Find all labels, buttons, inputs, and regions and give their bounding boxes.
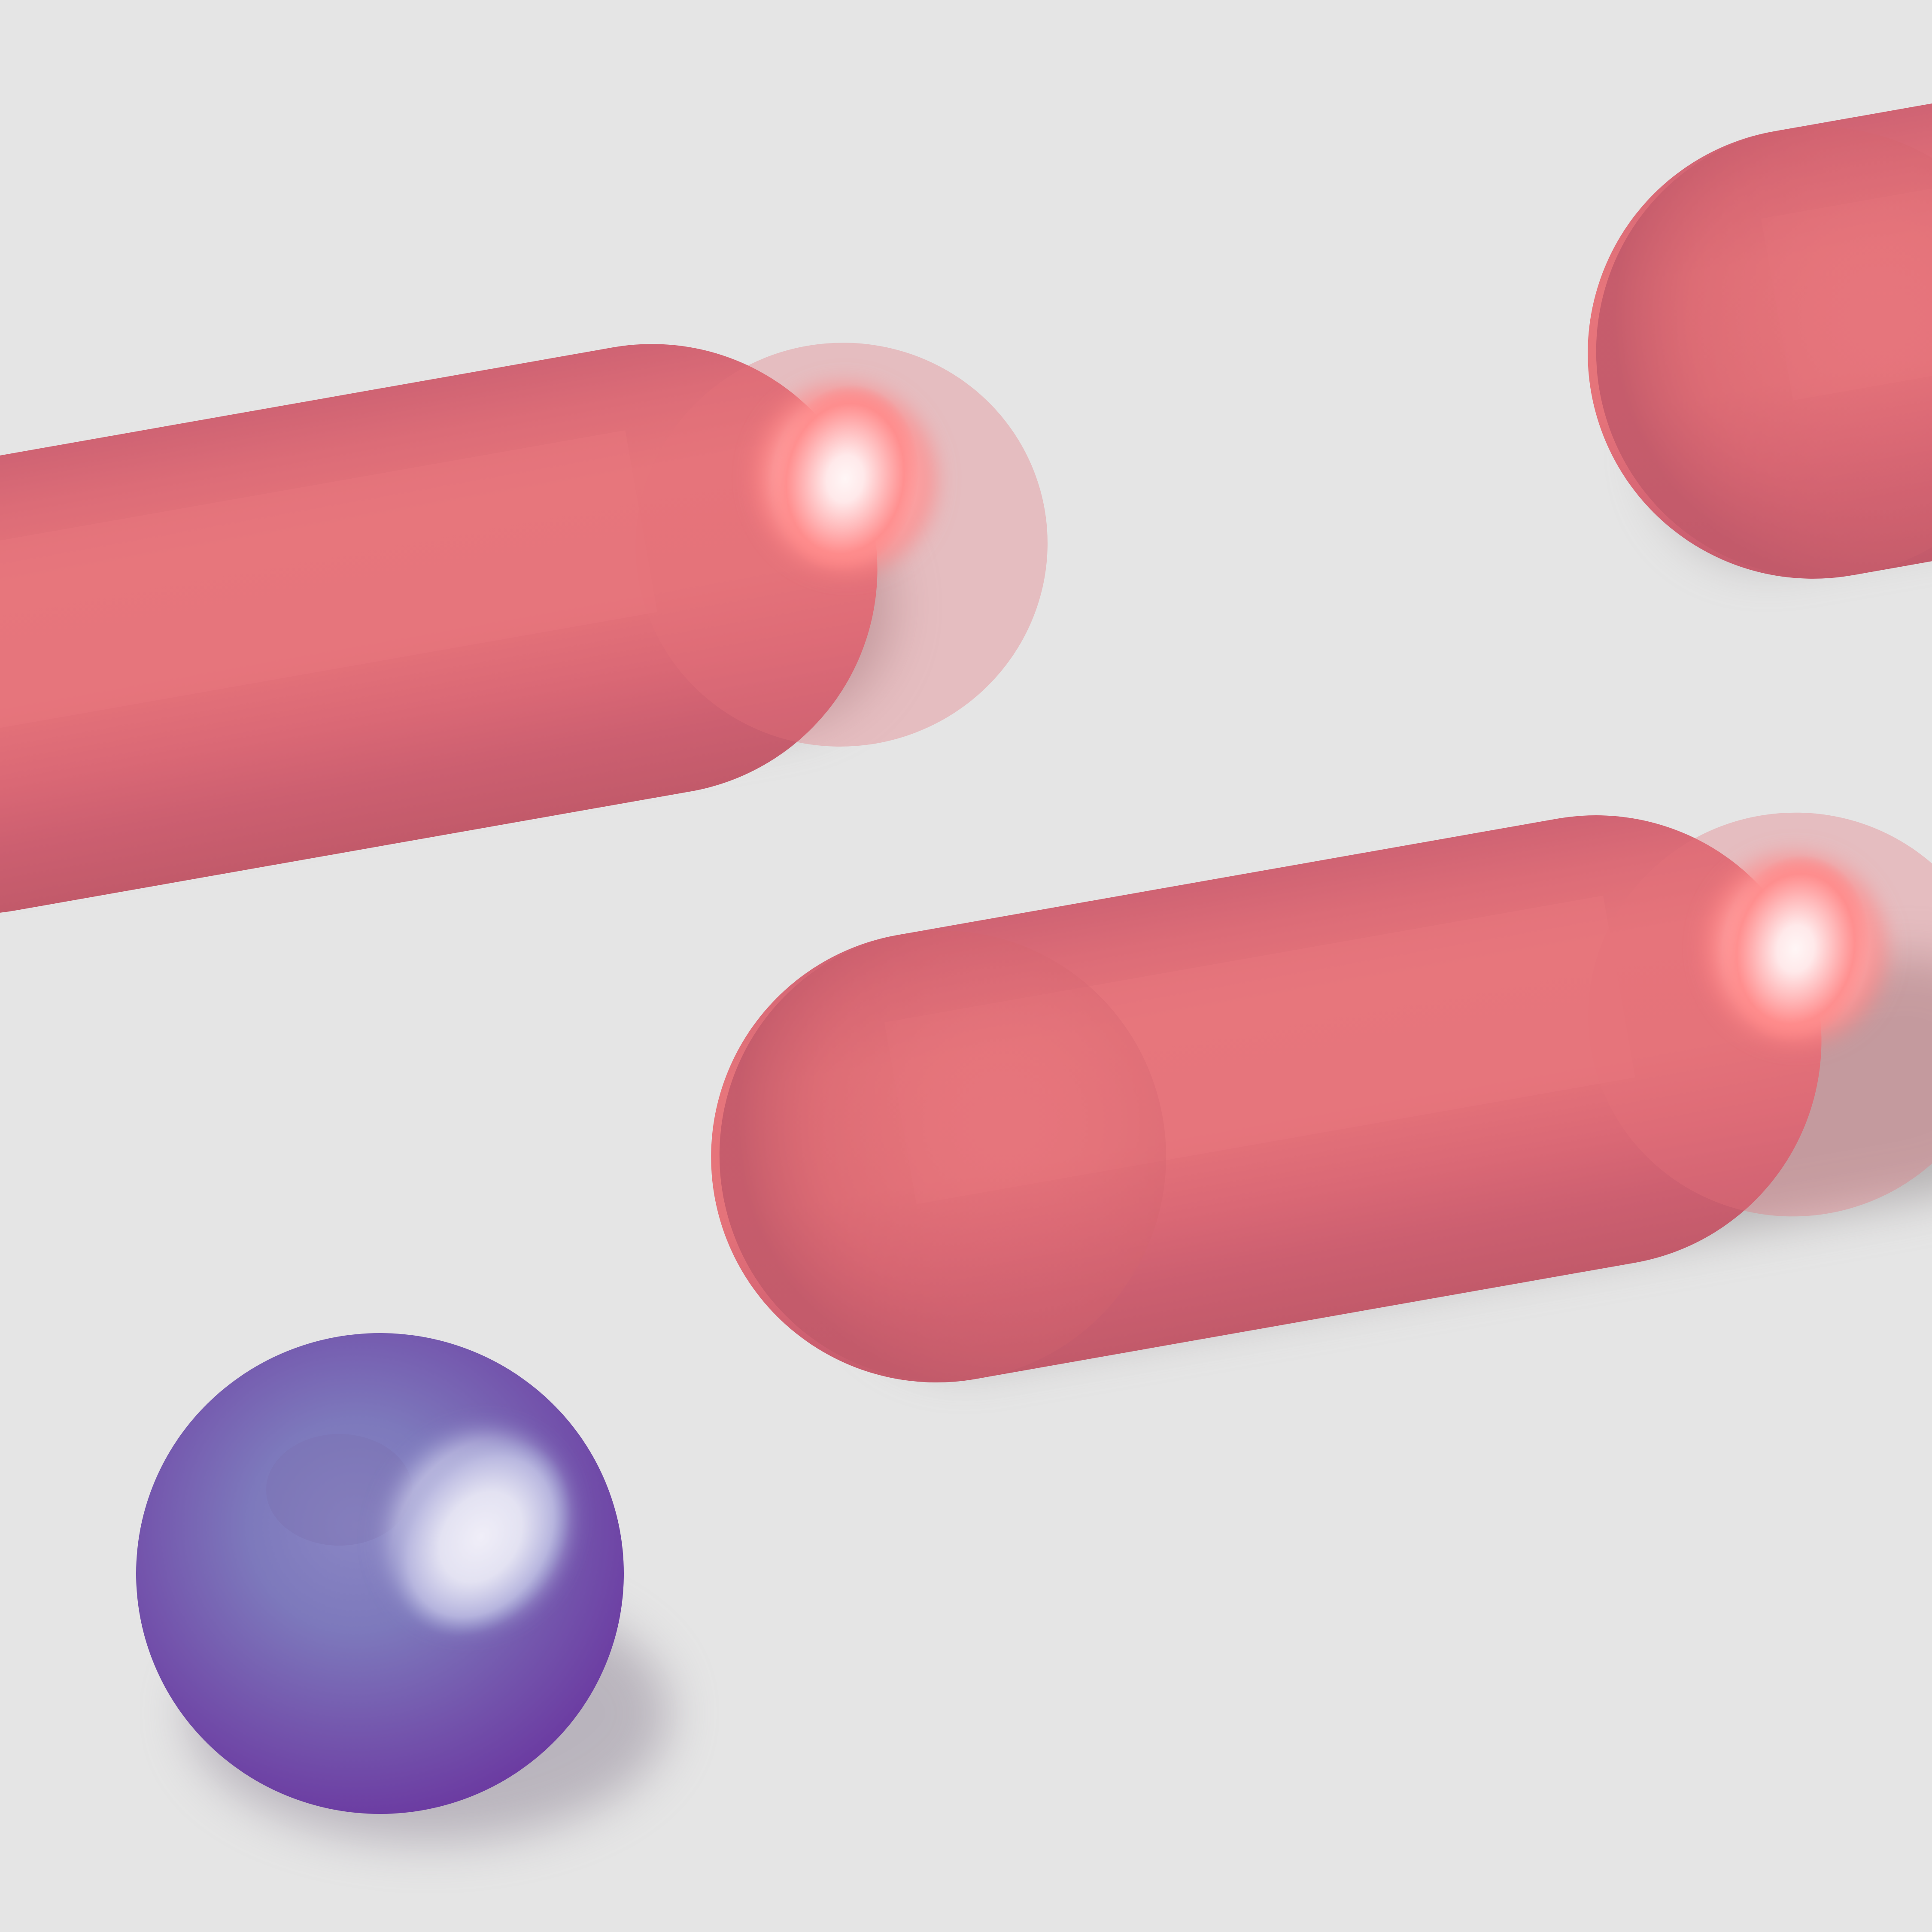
capsule	[0, 343, 1048, 914]
sphere	[136, 1333, 624, 1814]
capsule	[1588, 42, 1932, 579]
capsule	[711, 812, 1932, 1382]
